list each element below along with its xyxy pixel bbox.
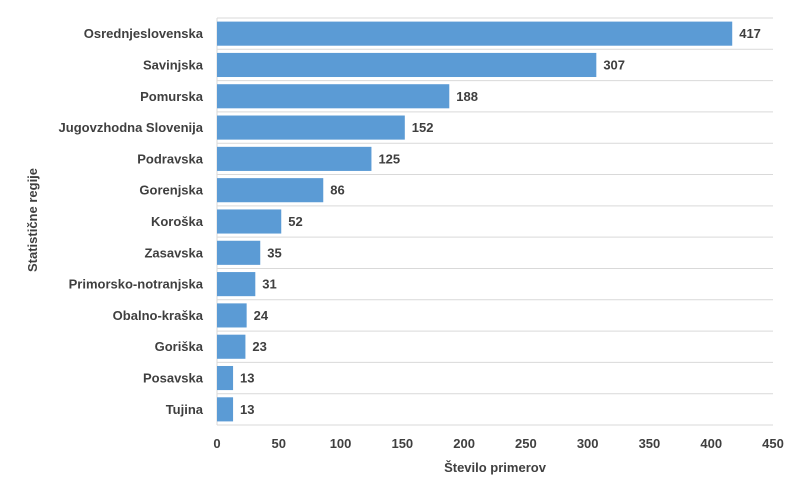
bar <box>217 84 450 109</box>
bar <box>217 303 247 328</box>
bar <box>217 365 234 391</box>
x-tick-label: 400 <box>700 436 722 451</box>
bar <box>217 397 234 422</box>
x-tick-label: 200 <box>453 436 475 451</box>
bar <box>217 334 246 359</box>
bar <box>217 52 597 78</box>
data-label: 31 <box>262 277 276 292</box>
data-label: 86 <box>330 183 344 198</box>
bar <box>217 115 405 140</box>
x-tick-label: 100 <box>330 436 352 451</box>
x-tick-label: 50 <box>272 436 286 451</box>
category-label: Posavska <box>143 371 204 386</box>
data-label: 13 <box>240 371 254 386</box>
x-tick-label: 0 <box>213 436 220 451</box>
x-tick-label: 350 <box>639 436 661 451</box>
data-label: 35 <box>267 245 281 260</box>
category-label: Osrednjeslovenska <box>84 26 204 41</box>
category-label: Pomurska <box>140 89 204 104</box>
category-label: Obalno-kraška <box>113 308 204 323</box>
y-axis-title: Statistične regije <box>25 168 40 272</box>
bars-group <box>217 21 733 422</box>
data-label: 188 <box>456 89 478 104</box>
category-label: Koroška <box>151 214 204 229</box>
bar <box>217 21 733 46</box>
bar <box>217 240 261 265</box>
category-label: Podravska <box>137 151 204 166</box>
value-labels: 417 307 188 152 125 86 52 35 31 24 23 13 13 <box>240 26 761 417</box>
x-tick-label: 150 <box>391 436 413 451</box>
category-label: Primorsko-notranjska <box>69 277 204 292</box>
category-label: Tujina <box>166 402 204 417</box>
data-label: 23 <box>252 339 266 354</box>
category-label: Zasavska <box>144 245 203 260</box>
bar <box>217 209 282 234</box>
category-label: Goriška <box>155 339 204 354</box>
gridlines <box>216 17 773 426</box>
data-label: 52 <box>288 214 302 229</box>
data-label: 417 <box>739 26 761 41</box>
x-tick-label: 300 <box>577 436 599 451</box>
category-labels: Osrednjeslovenska Savinjska Pomurska Jugovz… <box>59 26 204 417</box>
category-label: Gorenjska <box>139 183 203 198</box>
x-tick-labels: 0 50 100 150 200 250 300 350 400 450 <box>213 436 783 451</box>
data-label: 307 <box>603 57 625 72</box>
data-label: 125 <box>378 151 400 166</box>
category-label: Savinjska <box>143 57 204 72</box>
data-label: 13 <box>240 402 254 417</box>
bar <box>217 272 256 297</box>
x-tick-label: 450 <box>762 436 784 451</box>
bar <box>217 178 324 203</box>
x-axis-title: Število primerov <box>444 460 547 475</box>
data-label: 24 <box>254 308 269 323</box>
data-label: 152 <box>412 120 434 135</box>
category-label: Jugovzhodna Slovenija <box>59 120 204 135</box>
x-tick-label: 250 <box>515 436 537 451</box>
bar <box>217 146 372 171</box>
